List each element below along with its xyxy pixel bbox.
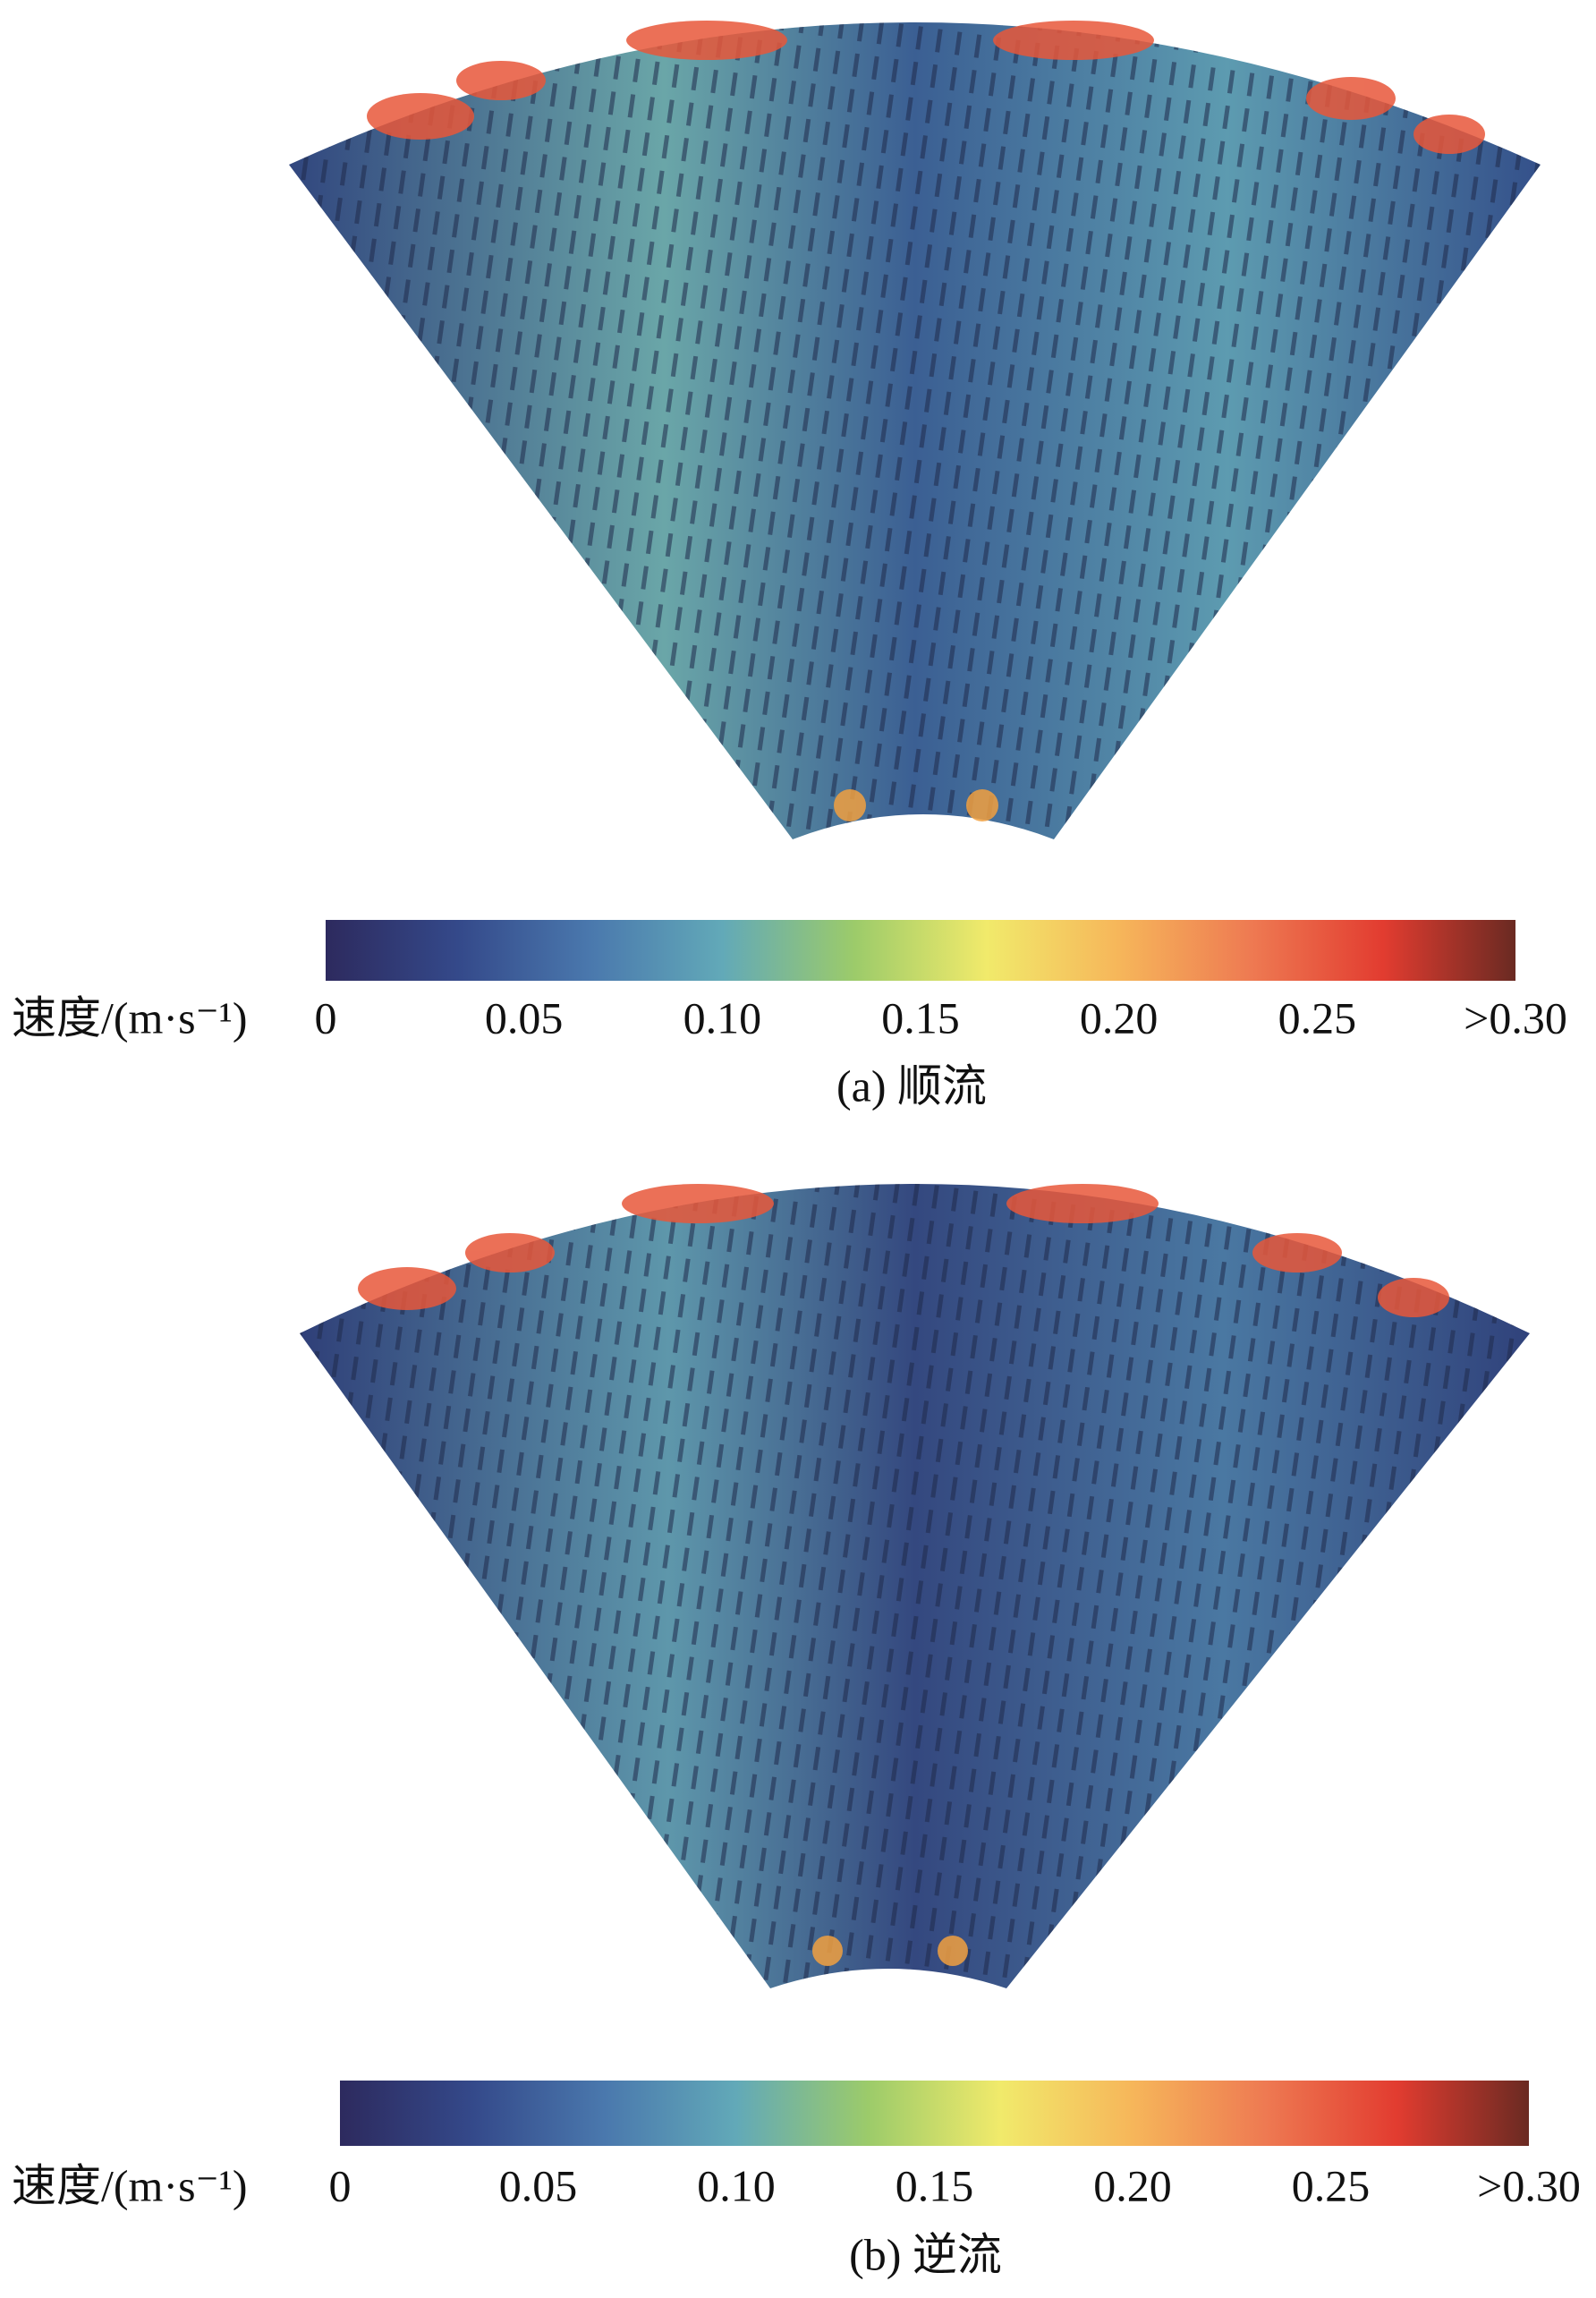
colorbar-tick-label: 0.05 — [499, 2160, 578, 2210]
colorbar-tick-label: 0.20 — [1093, 2160, 1172, 2210]
colorbar-tick-label: 0 — [329, 2160, 352, 2210]
colorbar — [340, 2081, 1529, 2146]
colorbar-tick-label: >0.30 — [1464, 992, 1567, 1043]
flow-field-b — [300, 1184, 1530, 1988]
colorbar-tick-label: 0.20 — [1080, 992, 1159, 1043]
colorbar-tick-label: 0.15 — [896, 2160, 974, 2210]
colorbar-label: 速度/(m·s⁻¹) — [12, 2160, 248, 2210]
colorbar-label: 速度/(m·s⁻¹) — [12, 992, 248, 1043]
colorbar-tick-label: >0.30 — [1477, 2160, 1581, 2210]
colorbar-tick-label: 0.10 — [697, 2160, 776, 2210]
colorbar-tick-label: 0.05 — [485, 992, 564, 1043]
colorbar-tick-label: 0.10 — [683, 992, 762, 1043]
panel-caption: (b) 逆流 — [849, 2229, 1002, 2279]
colorbar — [326, 920, 1515, 981]
colorbar-tick-label: 0.25 — [1292, 2160, 1371, 2210]
colorbar-tick-label: 0.25 — [1278, 992, 1357, 1043]
colorbar-tick-label: 0.15 — [881, 992, 960, 1043]
flow-field-a — [289, 21, 1541, 839]
panel-caption: (a) 顺流 — [836, 1060, 987, 1111]
colorbar-tick-label: 0 — [315, 992, 337, 1043]
